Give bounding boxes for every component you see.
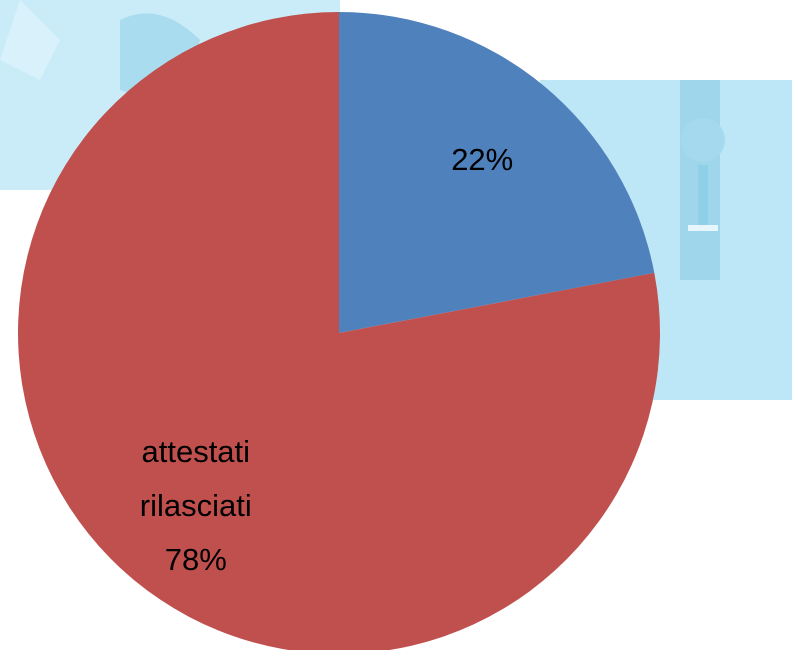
page: 22% attestati rilasciati78% — [0, 0, 792, 650]
pie — [18, 12, 660, 650]
chart — [0, 0, 792, 650]
value-label: 22% — [451, 133, 513, 187]
slice-label: 22% — [451, 133, 513, 187]
value-label: 78% — [126, 533, 266, 587]
category-label: attestati rilasciati — [126, 425, 266, 533]
